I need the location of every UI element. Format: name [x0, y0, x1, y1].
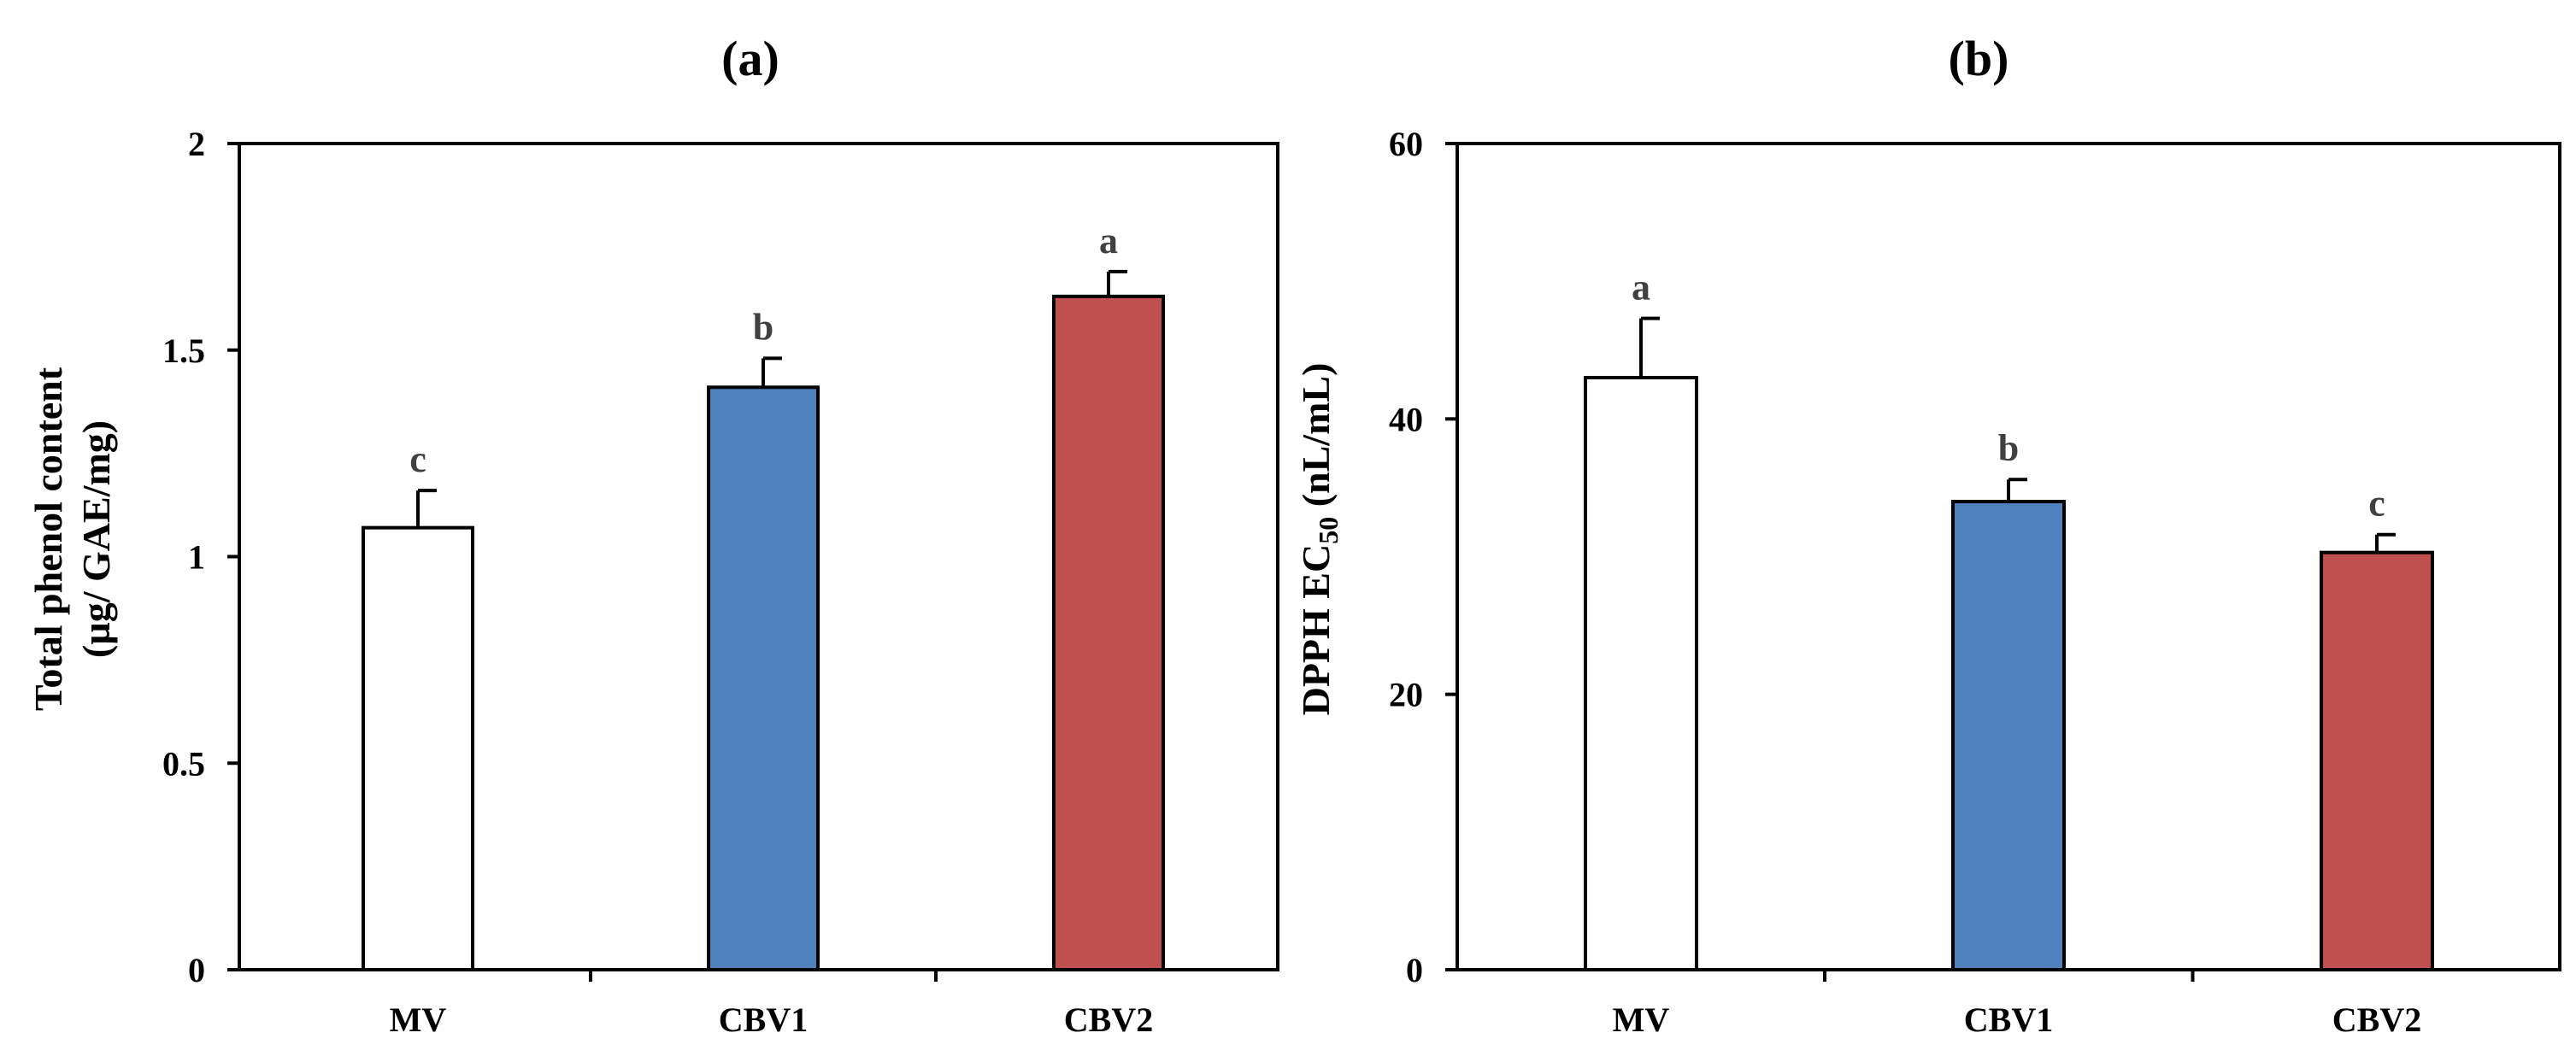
chart-b: (b) DPPH EC50 (nL/mL) a b c MV CBV1 CBV2 0 20 4… — [1294, 31, 2561, 1039]
chart-a-ylabel-line2: (µg/ GAE/mg) — [74, 420, 118, 658]
chart-a-y-tick-label: 0.5 — [162, 744, 205, 783]
chart-b-significance-mv: a — [1632, 267, 1650, 308]
chart-a-y-tick-label: 1 — [188, 538, 205, 577]
chart-a: (a) Total phenol content (µg/ GAE/mg) c b… — [26, 31, 1279, 1039]
chart-a-y-tick-label: 2 — [188, 125, 205, 163]
chart-b-category-label-mv: MV — [1613, 1000, 1670, 1039]
chart-a-error-bar-cbv2 — [1107, 269, 1127, 296]
chart-b-bar-mv — [1584, 375, 1698, 971]
chart-b-y-tick-label: 60 — [1389, 125, 1423, 163]
chart-b-category-label-cbv1: CBV1 — [1964, 1000, 2053, 1039]
chart-b-error-bar-cbv2 — [2375, 532, 2396, 553]
chart-a-error-bar-cbv1 — [762, 356, 782, 388]
chart-b-category-label-cbv2: CBV2 — [2332, 1000, 2421, 1039]
chart-a-bar-cbv2 — [1052, 294, 1165, 971]
chart-a-error-bar-mv — [416, 489, 437, 528]
chart-b-title: (b) — [1949, 31, 2009, 86]
chart-a-category-label-cbv2: CBV2 — [1064, 1000, 1153, 1039]
chart-b-y-tick-label: 20 — [1389, 676, 1423, 714]
chart-a-y-tick-label: 0 — [188, 951, 205, 989]
chart-a-category-label-cbv1: CBV1 — [719, 1000, 808, 1039]
chart-b-error-bar-mv — [1639, 316, 1660, 378]
chart-a-y-tick-label: 1.5 — [162, 332, 205, 370]
chart-b-plot-frame — [1456, 142, 2561, 971]
chart-b-ylabel: DPPH EC50 (nL/mL) — [1294, 363, 1344, 716]
chart-a-significance-mv: c — [409, 438, 426, 480]
chart-b-bar-cbv1 — [1951, 500, 2066, 971]
chart-b-y-tick-label: 0 — [1406, 951, 1423, 989]
chart-a-significance-cbv2: a — [1099, 220, 1118, 261]
chart-b-significance-cbv2: c — [2368, 483, 2385, 525]
chart-b-error-bar-cbv1 — [2007, 478, 2027, 502]
chart-a-ylabel-line1: Total phenol content — [26, 367, 70, 711]
chart-a-category-label-mv: MV — [390, 1000, 447, 1039]
chart-b-y-tick-label: 40 — [1389, 400, 1423, 438]
chart-a-significance-cbv1: b — [753, 306, 773, 348]
chart-b-significance-cbv1: b — [1998, 427, 2019, 469]
chart-b-bar-cbv2 — [2320, 550, 2434, 971]
chart-a-bar-mv — [362, 525, 474, 971]
chart-a-bar-cbv1 — [707, 385, 820, 971]
chart-a-title: (a) — [721, 31, 779, 86]
